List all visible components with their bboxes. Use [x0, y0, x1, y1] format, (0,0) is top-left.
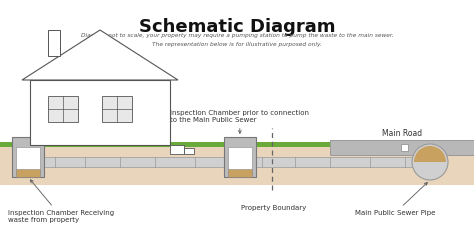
Text: Inspection Chamber Receiving
waste from property: Inspection Chamber Receiving waste from … — [8, 180, 114, 223]
Bar — [170, 145, 184, 154]
Bar — [0, 145, 474, 185]
Bar — [20, 157, 420, 167]
Bar — [184, 148, 194, 154]
Bar — [224, 137, 256, 177]
Bar — [16, 147, 40, 173]
Circle shape — [412, 144, 448, 180]
Text: Inspection Chamber prior to connection
to the Main Public Sewer: Inspection Chamber prior to connection t… — [170, 110, 309, 133]
Polygon shape — [22, 30, 178, 80]
Text: Main Public Sewer Pipe: Main Public Sewer Pipe — [355, 182, 435, 216]
Text: Main Road: Main Road — [382, 129, 422, 138]
Bar — [30, 80, 170, 145]
Bar — [48, 96, 78, 122]
Bar — [102, 96, 132, 122]
Bar — [0, 142, 330, 147]
Text: Schematic Diagram: Schematic Diagram — [139, 18, 335, 36]
Bar — [228, 169, 252, 177]
Text: Diagram not to scale, your property may require a pumping station to pump the wa: Diagram not to scale, your property may … — [81, 33, 393, 38]
Bar — [12, 137, 44, 177]
Text: The representation below is for illustrative purposed only.: The representation below is for illustra… — [152, 42, 322, 47]
Text: Property Boundary: Property Boundary — [241, 205, 307, 211]
Bar — [48, 30, 60, 56]
Bar — [228, 147, 252, 173]
Bar — [401, 144, 409, 151]
Bar — [330, 140, 474, 155]
Bar — [16, 169, 40, 177]
Wedge shape — [414, 146, 446, 162]
